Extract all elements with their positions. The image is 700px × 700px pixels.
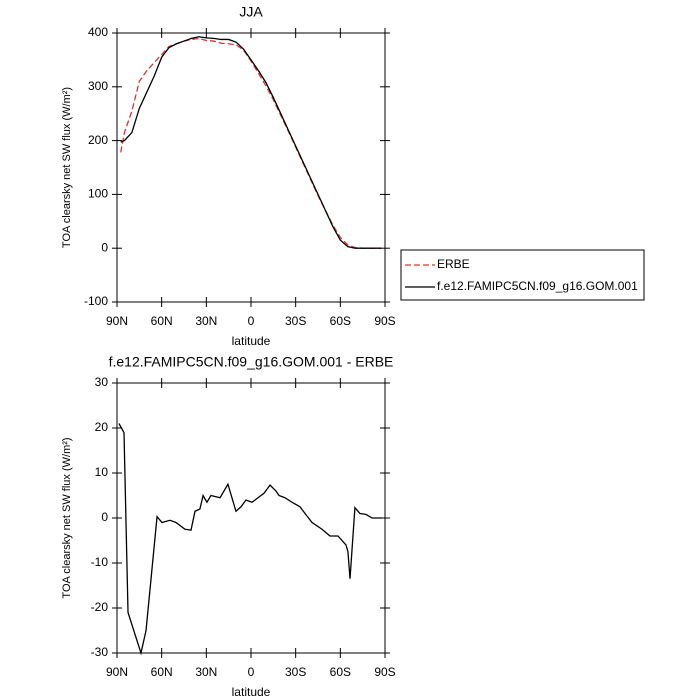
y-axis-label: TOA clearsky net SW flux (W/m²) [61,437,73,598]
y-tick-label: 30 [95,375,109,389]
plot-frame [116,32,386,303]
legend-label: f.e12.FAMIPC5CN.f09_g16.GOM.001 [437,279,638,293]
chart-title: f.e12.FAMIPC5CN.f09_g16.GOM.001 - ERBE [109,354,394,370]
y-tick-label: -30 [91,645,109,659]
y-tick-label: 10 [95,465,109,479]
x-tick-label: 90S [374,665,395,679]
x-tick-label: 0 [248,665,255,679]
plot-frame [116,382,386,654]
series-line [118,423,383,656]
x-tick-label: 90N [106,665,128,679]
series-line [120,36,382,249]
x-axis-label: latitude [232,334,271,348]
y-tick-label: 20 [95,420,109,434]
x-tick-label: 30N [195,314,217,328]
x-tick-label: 60S [330,314,351,328]
y-tick-label: 0 [101,240,108,254]
x-tick-label: 90N [106,314,128,328]
x-tick-label: 60S [330,665,351,679]
y-tick-label: -100 [84,294,108,308]
y-tick-label: 100 [88,187,108,201]
legend: ERBE f.e12.FAMIPC5CN.f09_g16.GOM.001 [400,249,645,301]
x-axis-label: latitude [232,685,271,699]
legend-label: ERBE [437,257,470,271]
y-tick-label: -10 [91,555,109,569]
x-tick-label: 30N [195,665,217,679]
y-tick-label: 300 [88,79,108,93]
y-axis-label: TOA clearsky net SW flux (W/m²) [61,87,73,248]
chart-title: JJA [239,4,263,20]
legend-box [400,249,645,301]
x-tick-label: 90S [374,314,395,328]
series-line [120,37,382,249]
y-tick-label: 400 [88,25,108,39]
y-tick-label: 0 [101,510,108,524]
x-tick-label: 30S [285,314,306,328]
x-tick-label: 0 [248,314,255,328]
x-tick-label: 60N [151,314,173,328]
y-tick-label: -20 [91,600,109,614]
x-tick-label: 30S [285,665,306,679]
x-tick-label: 60N [151,665,173,679]
y-tick-label: 200 [88,133,108,147]
